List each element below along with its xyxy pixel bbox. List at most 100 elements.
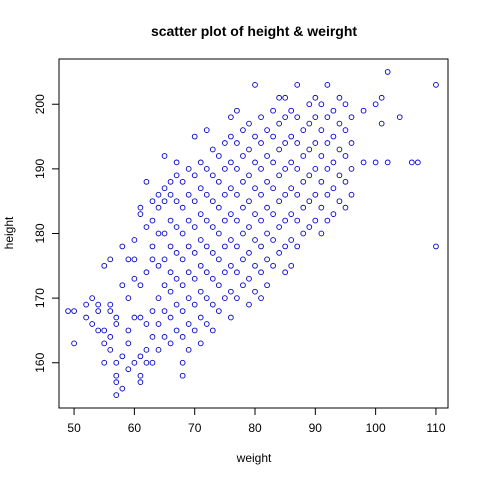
data-point: [131, 256, 138, 263]
data-point: [360, 107, 367, 114]
data-point: [173, 198, 180, 205]
data-point: [288, 159, 295, 166]
data-point: [306, 172, 313, 179]
data-point: [360, 159, 367, 166]
data-point: [306, 101, 313, 108]
data-point: [348, 191, 355, 198]
data-point: [209, 301, 216, 308]
data-point: [179, 204, 186, 211]
data-point: [336, 120, 343, 127]
data-point: [222, 295, 228, 301]
data-point: [167, 314, 174, 321]
data-point: [294, 243, 301, 250]
data-point: [312, 217, 319, 224]
data-point: [318, 204, 325, 211]
data-point: [246, 198, 252, 205]
plot-frame: [58, 58, 449, 409]
data-point: [137, 204, 144, 211]
data-point: [318, 178, 325, 185]
data-point: [300, 204, 307, 211]
data-point: [396, 114, 403, 121]
data-point: [336, 172, 343, 179]
data-point: [246, 146, 252, 153]
data-point: [197, 262, 204, 269]
data-point: [222, 191, 228, 198]
data-point: [270, 262, 276, 269]
data-point: [300, 230, 307, 237]
data-point: [179, 230, 186, 237]
data-point: [318, 153, 325, 159]
data-point: [264, 204, 270, 211]
data-point: [191, 172, 198, 179]
data-point: [125, 327, 132, 334]
data-point: [276, 94, 282, 101]
data-point: [101, 340, 108, 347]
data-point: [252, 288, 258, 295]
data-point: [348, 114, 355, 121]
data-point: [324, 114, 331, 121]
data-point: [161, 230, 168, 237]
data-point: [306, 198, 313, 205]
data-point: [276, 146, 282, 153]
data-point: [161, 153, 168, 159]
data-point: [330, 211, 337, 217]
data-point: [282, 166, 289, 172]
data-point: [149, 256, 156, 263]
data-point: [246, 120, 252, 127]
data-point: [173, 301, 180, 308]
data-point: [143, 269, 150, 276]
data-point: [215, 230, 222, 237]
data-point: [324, 217, 331, 224]
data-point: [252, 262, 258, 269]
data-point: [258, 140, 264, 146]
data-point: [107, 334, 114, 340]
data-point: [324, 81, 331, 88]
data-point: [264, 153, 270, 159]
x-tick-label: 80: [248, 421, 262, 435]
y-tick-label: 190: [33, 159, 47, 179]
data-point: [270, 133, 276, 140]
data-point: [228, 288, 234, 295]
data-point: [240, 256, 246, 263]
data-point: [318, 127, 325, 133]
data-point: [312, 114, 319, 121]
data-point: [228, 185, 234, 192]
y-axis: 160 170 180 190 200: [33, 94, 59, 373]
data-point: [143, 359, 150, 366]
data-point: [372, 159, 379, 166]
data-point: [179, 372, 186, 379]
data-point: [83, 301, 89, 308]
data-point: [125, 366, 132, 373]
data-point: [119, 282, 126, 289]
data-point: [294, 114, 301, 121]
x-tick-label: 110: [426, 421, 445, 435]
data-point: [264, 256, 270, 263]
data-point: [107, 346, 114, 353]
data-point: [222, 166, 228, 172]
data-point: [209, 172, 216, 179]
data-point: [155, 262, 162, 269]
data-point: [433, 81, 439, 88]
data-point: [408, 159, 415, 166]
data-point: [324, 166, 331, 172]
data-point: [240, 230, 246, 237]
data-point: [107, 301, 114, 308]
data-point: [155, 191, 162, 198]
data-point: [173, 159, 180, 166]
data-point: [282, 217, 289, 224]
point-layer: [65, 69, 439, 398]
data-point: [185, 243, 192, 250]
data-point: [161, 282, 168, 289]
data-point: [312, 94, 319, 101]
data-point: [433, 243, 439, 250]
data-point: [161, 308, 168, 314]
data-point: [89, 295, 96, 301]
x-tick-label: 60: [128, 421, 142, 435]
data-point: [270, 159, 276, 166]
data-point: [173, 224, 180, 230]
data-point: [149, 198, 156, 205]
data-point: [276, 198, 282, 205]
data-point: [222, 217, 228, 224]
data-point: [300, 153, 307, 159]
data-point: [330, 133, 337, 140]
